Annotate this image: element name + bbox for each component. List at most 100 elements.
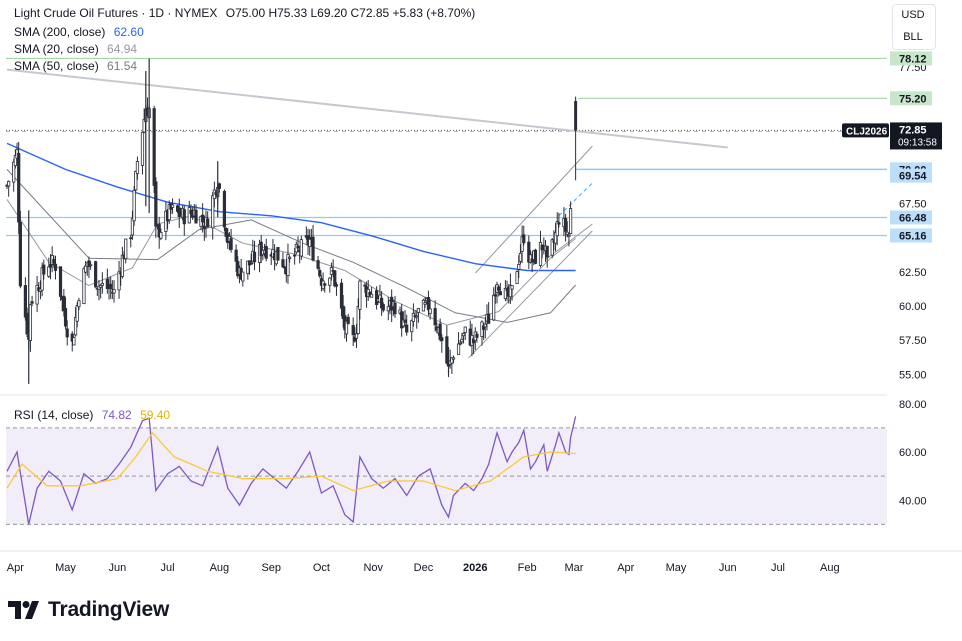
rsi-ma-line: [6, 431, 576, 492]
price-tag-label: 66.48: [899, 212, 927, 224]
time-tick-label: Jun: [719, 562, 737, 574]
symbol-header: Light Crude Oil Futures · 1D · NYMEX O75…: [14, 6, 475, 20]
sma20-legend[interactable]: SMA (20, close) 64.94: [14, 42, 137, 56]
candle-body: [23, 285, 27, 318]
candle-body: [308, 238, 312, 248]
candle-body: [403, 319, 407, 323]
candle-body: [222, 190, 227, 228]
candle-body: [522, 234, 526, 244]
unit-button[interactable]: BLL: [894, 27, 932, 47]
countdown-label: 09:13:58: [898, 137, 937, 148]
time-tick-label: May: [666, 562, 687, 574]
price-tick-label: 57.50: [899, 335, 927, 347]
currency-button[interactable]: USD: [894, 5, 932, 25]
candle-body: [48, 264, 53, 268]
candle-body: [563, 217, 568, 232]
candle-body: [451, 357, 456, 360]
candle-body: [461, 332, 466, 337]
tradingview-logo[interactable]: TradingView: [8, 596, 169, 624]
candle-body: [356, 306, 360, 334]
rsi-tick-label: 80.00: [899, 399, 927, 411]
candle-body: [286, 254, 290, 277]
time-tick-label: Apr: [7, 562, 24, 574]
candle-body: [460, 338, 464, 343]
time-tick-label: Mar: [564, 562, 583, 574]
candle-body: [318, 269, 322, 277]
candle-body: [498, 291, 502, 296]
candle-body: [445, 336, 449, 364]
tradingview-logo-icon: [8, 601, 39, 619]
candle-body: [363, 284, 367, 287]
candle-body: [25, 312, 29, 335]
sma20-label: SMA (20, close): [14, 42, 99, 56]
candle-body: [170, 204, 175, 208]
time-tick-label: May: [55, 562, 76, 574]
candle-body: [72, 337, 76, 346]
candle-body: [346, 316, 350, 325]
candle-body: [53, 263, 58, 271]
time-axis: Apr May Jun Jul Aug Sep Oct Nov Dec 2026 Feb Mar Apr…: [7, 562, 840, 574]
price-tag-label: 78.12: [899, 53, 927, 65]
brand-name: TradingView: [48, 598, 170, 621]
candle-body: [323, 283, 327, 286]
time-tick-label: Jul: [771, 562, 785, 574]
candle-body: [281, 259, 285, 268]
time-tick-label: Feb: [518, 562, 537, 574]
price-axis: 55.0057.5060.0062.5067.5077.5040.0060.00…: [842, 51, 942, 507]
candle-body: [381, 304, 385, 311]
ohlc-values: O75.00 H75.33 L69.20 C72.85 +5.83 (+8.70…: [225, 6, 476, 20]
time-tick-label: Jul: [161, 562, 175, 574]
candle-body: [517, 264, 521, 270]
candle-body: [354, 333, 359, 339]
candle-body: [421, 299, 426, 312]
rsi-legend[interactable]: RSI (14, close) 74.82 59.40: [14, 408, 170, 422]
candle-body: [17, 152, 21, 223]
candle-body: [276, 247, 280, 261]
sma200-legend[interactable]: SMA (200, close) 62.60: [14, 25, 144, 39]
candle-body: [124, 238, 128, 260]
candle-body: [483, 323, 487, 328]
candle-body: [493, 294, 497, 297]
candle-body: [386, 306, 390, 312]
candle-body: [134, 170, 138, 191]
sma200-label: SMA (200, close): [14, 25, 106, 39]
candle-body: [112, 289, 116, 294]
candle-body: [339, 282, 344, 309]
time-tick-label: Aug: [210, 562, 230, 574]
candle-body: [475, 333, 479, 338]
price-tag: [890, 168, 932, 183]
candle-body: [52, 258, 56, 264]
candle-body: [241, 271, 245, 282]
rsi-series: [6, 416, 577, 525]
candle-body: [63, 307, 68, 327]
candles: [5, 58, 578, 384]
rsi-label: RSI (14, close): [14, 408, 94, 422]
projection-line: [558, 182, 593, 217]
rsi-value: 74.82: [101, 408, 132, 422]
candle-body: [518, 252, 523, 262]
price-tag: [890, 51, 932, 66]
candle-body: [152, 108, 156, 186]
candle-body: [117, 271, 121, 291]
time-tick-label: Jun: [109, 562, 127, 574]
candle-body: [334, 284, 339, 287]
sma50-legend[interactable]: SMA (50, close) 61.54: [14, 59, 137, 73]
candle-body: [132, 189, 136, 222]
symbol-tag-box: [842, 123, 889, 138]
sma50-label: SMA (50, close): [14, 59, 99, 73]
candle-body: [288, 256, 292, 259]
candle-body: [234, 249, 238, 262]
candle-body: [351, 325, 355, 336]
rsi-tick-label: 60.00: [899, 447, 927, 459]
candle-body: [456, 343, 461, 355]
candle-body: [159, 232, 163, 239]
candle-body: [375, 290, 379, 305]
candle-body: [497, 286, 501, 291]
candle-body: [433, 308, 437, 326]
candle-body: [28, 304, 33, 341]
candle-body: [249, 262, 253, 265]
price-tag-label: 69.54: [899, 171, 927, 183]
price-tick-label: 60.00: [899, 301, 927, 313]
sma-line-200: [6, 142, 576, 272]
